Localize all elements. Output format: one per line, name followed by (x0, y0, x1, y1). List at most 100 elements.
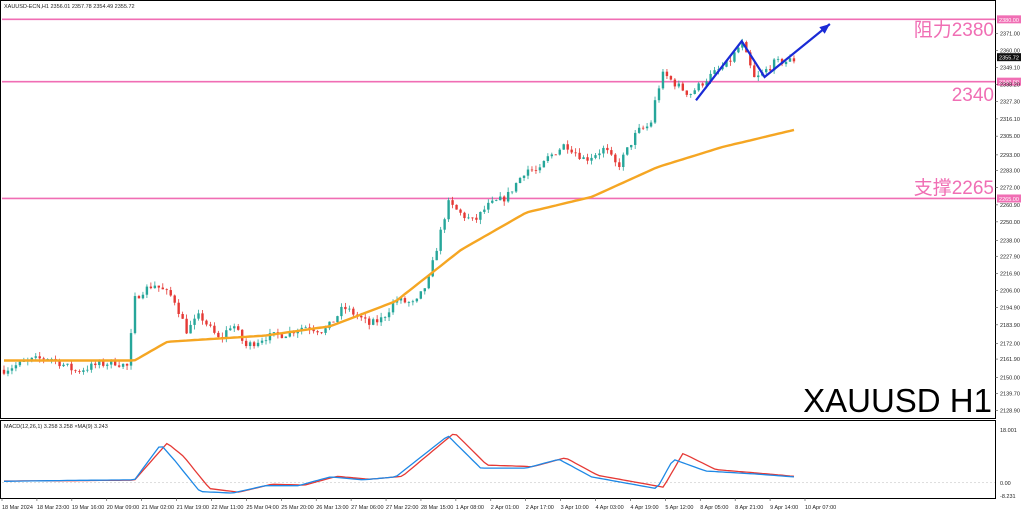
x-tick-label: 5 Apr 12:00 (665, 505, 693, 511)
candle (348, 305, 351, 312)
candle (633, 129, 637, 149)
candle (546, 153, 550, 164)
current-price-label: 2355.72 (999, 56, 1019, 62)
y-tick-label: 2250.00 (1000, 220, 1020, 226)
candle (784, 61, 788, 67)
candle (645, 123, 649, 131)
candle (447, 197, 450, 222)
candle-body (570, 149, 573, 153)
candle (554, 154, 557, 156)
candle-body (443, 219, 446, 230)
candle (669, 75, 673, 81)
candle (566, 140, 569, 154)
candle-body (713, 70, 716, 74)
candle-body (784, 61, 788, 65)
candle (113, 357, 117, 367)
candle-body (304, 327, 307, 329)
candle-body (82, 370, 85, 372)
candle-body (435, 250, 438, 261)
x-tick-label: 2 Apr 17:00 (526, 505, 554, 511)
candle-body (260, 340, 264, 343)
candle (463, 211, 466, 221)
moving-average (4, 128, 795, 362)
candle (78, 369, 81, 374)
candle-body (153, 285, 157, 289)
candle (411, 299, 415, 306)
candle (530, 166, 534, 172)
y-tick-label: 2371.00 (1000, 31, 1020, 37)
candle (94, 361, 97, 369)
candle-body (383, 317, 387, 319)
candle-body (316, 331, 319, 333)
candle-body (248, 342, 252, 347)
price-tag-label-resistance: 2380.00 (999, 18, 1019, 24)
candle-body (121, 363, 125, 367)
candle (729, 56, 732, 66)
y-tick-label: 2360.00 (1000, 49, 1020, 55)
candle (213, 322, 216, 335)
candle (673, 78, 677, 90)
candle-body (352, 308, 355, 315)
candle-body (582, 157, 585, 160)
candle-body (391, 302, 395, 313)
candle (776, 56, 780, 63)
y-tick-label: 2349.10 (1000, 65, 1020, 71)
x-tick-label: 2 Apr 01:00 (491, 505, 519, 511)
macd-tick-label: 18.001 (1000, 428, 1017, 434)
y-tick-label: 2206.00 (1000, 288, 1020, 294)
macd-tick-label: -8.231 (1000, 494, 1016, 500)
candle (352, 306, 355, 317)
candle-body (606, 147, 609, 151)
candle-body (332, 321, 335, 323)
candle-body (562, 144, 565, 150)
candle (586, 153, 589, 165)
candle-body (371, 319, 375, 325)
candle-body (403, 298, 407, 303)
candle-body (137, 296, 141, 299)
x-tick-label: 26 Mar 13:00 (316, 505, 348, 511)
candle-body (229, 328, 232, 331)
y-tick-label: 2139.70 (1000, 392, 1020, 398)
x-tick-label: 1 Apr 08:00 (456, 505, 484, 511)
candle-body (288, 331, 292, 337)
y-tick-label: 2128.90 (1000, 408, 1020, 414)
candle-body (340, 306, 343, 317)
macd-signal-line (4, 433, 795, 493)
ma-line (4, 128, 795, 362)
x-tick-label: 27 Mar 22:00 (386, 505, 418, 511)
candle (316, 330, 319, 336)
candle-body (467, 217, 470, 219)
candle-body (320, 332, 323, 334)
candle-body (324, 328, 327, 333)
x-tick-label: 25 Mar 20:00 (281, 505, 313, 511)
candle (6, 367, 10, 377)
candle-body (18, 361, 22, 366)
candle (439, 226, 442, 255)
candle-body (626, 147, 629, 155)
candle (578, 148, 581, 160)
candle-body (407, 302, 411, 303)
candle-body (225, 330, 228, 338)
candle (189, 320, 192, 334)
candle-body (74, 370, 77, 372)
candle (379, 312, 383, 326)
candle (514, 182, 518, 194)
candle-body (776, 58, 780, 60)
candle-body (2, 369, 6, 374)
candle-body (368, 318, 371, 325)
candle-body (205, 320, 208, 325)
x-tick-label: 25 Mar 04:00 (246, 505, 278, 511)
candle (244, 338, 248, 349)
candle-body (272, 332, 276, 334)
candle-body (145, 286, 149, 295)
trend-arrow (695, 23, 831, 101)
candle-body (753, 65, 756, 78)
candle-body (129, 333, 133, 366)
candle (129, 328, 133, 370)
candle (133, 292, 137, 335)
candle (562, 143, 565, 150)
candle-body (117, 365, 121, 367)
y-tick-label: 2161.90 (1000, 357, 1020, 363)
